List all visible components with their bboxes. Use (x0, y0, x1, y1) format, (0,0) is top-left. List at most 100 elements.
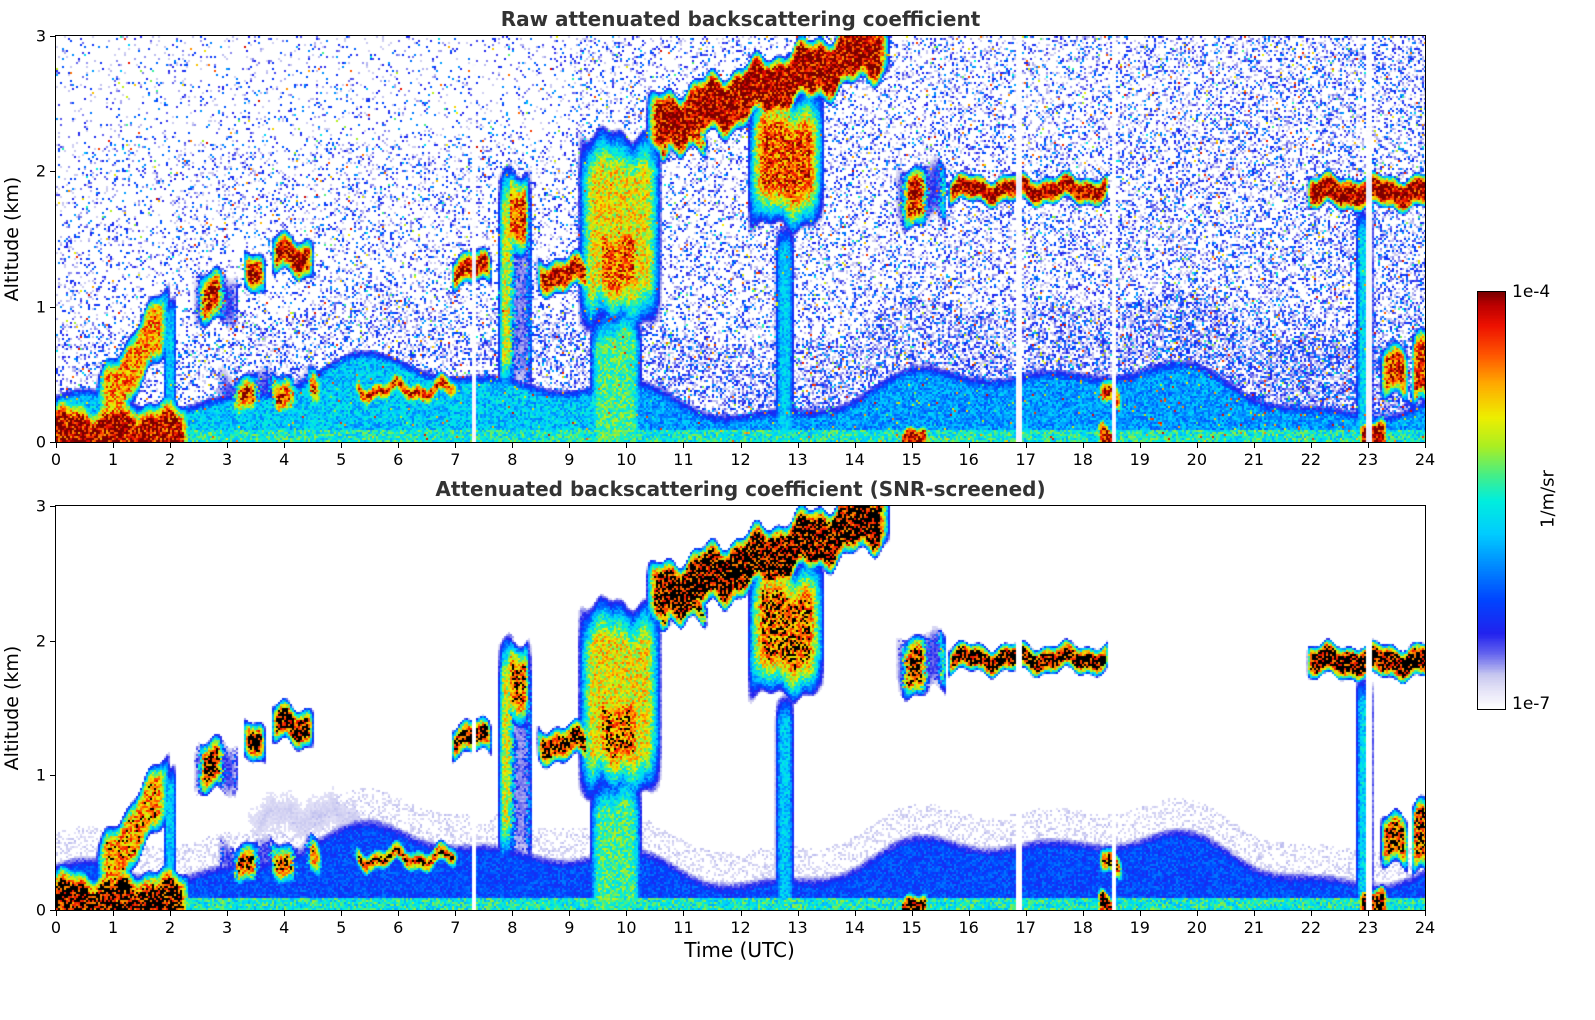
x-tick-label: 20 (1186, 918, 1208, 937)
x-tick-label: 18 (1072, 918, 1093, 937)
x-tick-mark (455, 910, 457, 916)
y-tick-mark (50, 442, 56, 443)
screened-y-ticks: 0 1 2 3 (14, 497, 56, 920)
y-tick-label: 0 (35, 432, 46, 452)
x-tick-label: 11 (673, 450, 694, 469)
x-tick-mark (1425, 910, 1426, 916)
x-tick-label: 17 (1015, 450, 1036, 469)
x-tick-mark (1025, 910, 1027, 916)
x-tick-label: 19 (1129, 450, 1150, 469)
x-tick-label: 16 (958, 450, 979, 469)
colorbar (1477, 291, 1506, 710)
x-tick-label: 22 (1300, 918, 1322, 937)
x-tick-mark (512, 442, 514, 448)
x-tick-label: 24 (1414, 450, 1436, 469)
x-tick-label: 8 (507, 450, 518, 469)
x-tick-label: 5 (336, 450, 347, 469)
x-tick-label: 16 (958, 918, 979, 937)
y-tick-label: 3 (35, 26, 46, 46)
x-tick-mark (1139, 442, 1141, 448)
x-tick-label: 23 (1357, 918, 1379, 937)
x-tick-label: 0 (50, 450, 62, 469)
x-tick-mark (398, 442, 400, 448)
screened-x-ticks: 0 1 2 3 4 5 6 7 8 9 10 11 12 13 14 15 16 17 18 19 20 21 22 23 24 (51, 910, 1435, 942)
x-tick-label: 17 (1015, 918, 1036, 937)
x-tick-label: 2 (164, 450, 176, 469)
x-tick-mark (1253, 442, 1255, 448)
x-tick-label: 21 (1243, 918, 1265, 937)
x-tick-label: 3 (222, 450, 233, 469)
x-tick-mark (569, 910, 571, 916)
y-tick-label: 2 (35, 161, 46, 181)
x-tick-mark (1425, 442, 1426, 448)
x-tick-mark (854, 442, 856, 448)
x-tick-mark (1082, 910, 1084, 916)
x-tick-mark (56, 910, 57, 916)
x-tick-mark (569, 442, 571, 448)
x-tick-mark (56, 442, 57, 448)
x-tick-label: 23 (1357, 450, 1379, 469)
x-tick-mark (113, 442, 115, 448)
x-tick-label: 10 (616, 450, 637, 469)
x-tick-label: 5 (336, 918, 347, 937)
x-tick-label: 11 (673, 918, 694, 937)
x-tick-mark (1253, 910, 1255, 916)
colorbar-max-label: 1e-4 (1512, 282, 1551, 302)
x-tick-mark (512, 910, 514, 916)
x-tick-mark (1310, 910, 1312, 916)
x-tick-label: 12 (730, 450, 751, 469)
x-tick-label: 10 (616, 918, 637, 937)
colorbar-min-label: 1e-7 (1512, 694, 1551, 714)
x-axis-label: Time (UTC) (684, 938, 795, 962)
x-tick-mark (683, 442, 685, 448)
x-tick-label: 2 (164, 918, 176, 937)
x-tick-label: 13 (787, 918, 808, 937)
x-tick-mark (626, 910, 628, 916)
raw-y-ticks: 0 1 2 3 (14, 27, 56, 452)
x-tick-label: 8 (507, 918, 518, 937)
y-tick-label: 0 (35, 900, 46, 920)
y-tick-label: 1 (35, 297, 46, 317)
y-tick-mark (50, 306, 56, 308)
y-tick-label: 3 (35, 496, 46, 516)
x-tick-label: 0 (50, 918, 62, 937)
x-tick-mark (1367, 910, 1369, 916)
x-tick-mark (683, 910, 685, 916)
x-tick-label: 6 (393, 918, 404, 937)
x-tick-label: 7 (450, 450, 461, 469)
raw-x-ticks: 0 1 2 3 4 5 6 7 8 9 10 11 12 13 14 15 16 17 18 19 20 21 22 23 24 (51, 442, 1435, 474)
x-tick-mark (227, 910, 229, 916)
x-tick-mark (113, 910, 115, 916)
x-tick-label: 7 (450, 918, 461, 937)
x-tick-mark (227, 442, 229, 448)
x-tick-label: 13 (787, 450, 808, 469)
y-tick-mark (50, 171, 56, 173)
x-tick-mark (1082, 442, 1084, 448)
y-tick-mark (50, 910, 56, 911)
y-tick-mark (50, 775, 56, 777)
x-tick-mark (854, 910, 856, 916)
screened-heatmap-canvas (56, 506, 1425, 910)
y-tick-label: 1 (35, 765, 46, 785)
x-tick-label: 22 (1300, 450, 1322, 469)
x-tick-mark (1196, 910, 1198, 916)
y-tick-mark (50, 640, 56, 642)
x-tick-label: 3 (222, 918, 233, 937)
x-tick-mark (740, 910, 742, 916)
x-tick-label: 9 (564, 918, 575, 937)
x-tick-mark (341, 442, 343, 448)
x-tick-mark (398, 910, 400, 916)
x-tick-mark (1025, 442, 1027, 448)
x-tick-mark (911, 910, 913, 916)
x-tick-label: 1 (107, 918, 119, 937)
x-tick-label: 15 (901, 918, 922, 937)
x-tick-mark (284, 910, 286, 916)
x-tick-label: 20 (1186, 450, 1208, 469)
x-tick-mark (968, 910, 970, 916)
x-tick-label: 12 (730, 918, 751, 937)
colorbar-unit-label: 1/m/sr (1537, 470, 1559, 528)
x-tick-mark (170, 442, 172, 448)
x-tick-mark (1196, 442, 1198, 448)
x-tick-label: 14 (844, 450, 865, 469)
x-tick-label: 19 (1129, 918, 1150, 937)
